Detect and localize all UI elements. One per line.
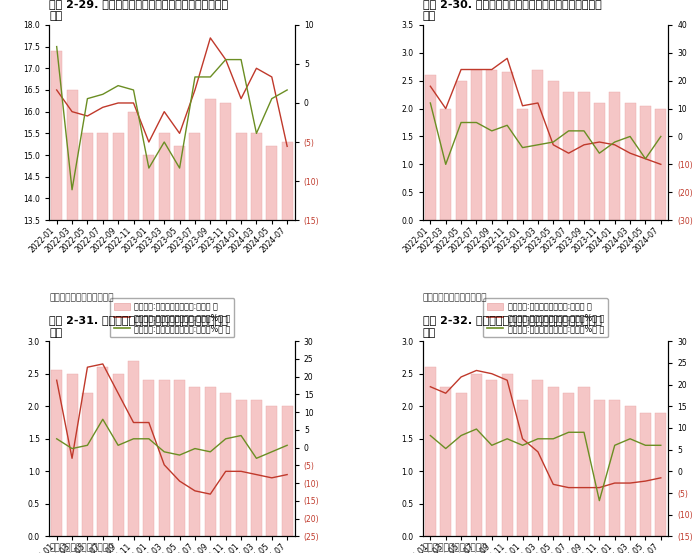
Bar <box>66 374 78 536</box>
Bar <box>128 361 139 536</box>
Bar <box>97 367 108 536</box>
Bar <box>517 108 528 220</box>
Bar <box>640 413 651 536</box>
Bar <box>235 400 246 536</box>
Bar <box>220 103 231 553</box>
Bar <box>251 400 262 536</box>
Bar <box>578 92 589 220</box>
Bar <box>471 374 482 536</box>
Bar <box>456 81 467 220</box>
Bar <box>144 380 155 536</box>
Bar <box>281 142 293 553</box>
Bar <box>144 155 155 553</box>
Bar <box>190 133 200 553</box>
Text: 资料来源：万得，中银证券: 资料来源：万得，中银证券 <box>423 543 487 552</box>
Bar <box>486 380 497 536</box>
Bar <box>235 133 246 553</box>
Bar <box>97 133 108 553</box>
Bar <box>159 133 170 553</box>
Bar <box>425 75 436 220</box>
Bar <box>624 406 636 536</box>
Bar <box>205 387 216 536</box>
Bar <box>251 133 262 553</box>
Bar <box>159 380 170 536</box>
Bar <box>425 367 436 536</box>
Bar <box>205 98 216 553</box>
Bar <box>456 393 467 536</box>
Bar <box>502 374 512 536</box>
Bar <box>82 393 93 536</box>
Bar <box>51 371 62 536</box>
Text: 资料来源：万得，中银证券: 资料来源：万得，中银证券 <box>423 293 487 302</box>
Bar <box>113 133 124 553</box>
Bar <box>82 133 93 553</box>
Bar <box>547 81 559 220</box>
Text: 资料来源：万得，中银证券: 资料来源：万得，中银证券 <box>49 543 113 552</box>
Bar <box>440 387 452 536</box>
Bar <box>471 70 482 220</box>
Text: 图表 2-29. 顺丰控股快递单票价格及同环比增速（元，
月）: 图表 2-29. 顺丰控股快递单票价格及同环比增速（元， 月） <box>49 0 228 22</box>
Bar <box>609 400 620 536</box>
Legend: 顺丰控股:快递产品单票收入:当月值 月, 顺丰控股:快递服务单票收入:同比（%） 月, 顺丰控股:快递服务单票收入:环比（%） 月: 顺丰控股:快递产品单票收入:当月值 月, 顺丰控股:快递服务单票收入:同比（%）… <box>110 298 234 337</box>
Bar <box>655 413 666 536</box>
Bar <box>502 72 512 220</box>
Bar <box>266 147 277 553</box>
Bar <box>563 92 574 220</box>
Text: 资料来源：万得，中银证券: 资料来源：万得，中银证券 <box>49 293 113 302</box>
Bar <box>640 106 651 220</box>
Bar <box>113 374 124 536</box>
Bar <box>128 112 139 553</box>
Bar <box>533 380 543 536</box>
Bar <box>174 147 185 553</box>
Bar <box>66 90 78 553</box>
Text: 图表 2-30. 韵达股份快递单票价格及同环比增速（元，
月）: 图表 2-30. 韵达股份快递单票价格及同环比增速（元， 月） <box>423 0 601 22</box>
Bar <box>486 70 497 220</box>
Bar <box>533 70 543 220</box>
Bar <box>578 387 589 536</box>
Text: 图表 2-31. 中通快递快递单票价格及同环比增速（元，
月）: 图表 2-31. 中通快递快递单票价格及同环比增速（元， 月） <box>49 315 228 338</box>
Bar <box>440 108 452 220</box>
Bar <box>266 406 277 536</box>
Bar <box>547 387 559 536</box>
Bar <box>51 51 62 553</box>
Bar <box>174 380 185 536</box>
Bar <box>517 400 528 536</box>
Bar <box>220 393 231 536</box>
Legend: 韵达股份:快递产品单票收入:当月值 月, 韵达股份:快递服务单票收入:同比（%） 月, 韵达股份:快递服务单票收入:环比（%） 月: 韵达股份:快递产品单票收入:当月值 月, 韵达股份:快递服务单票收入:同比（%）… <box>484 298 608 337</box>
Bar <box>563 393 574 536</box>
Bar <box>281 406 293 536</box>
Text: 图表 2-32. 圆通快递快递单票价格及同环比增速（元，
月）: 图表 2-32. 圆通快递快递单票价格及同环比增速（元， 月） <box>423 315 601 338</box>
Bar <box>190 387 200 536</box>
Bar <box>624 103 636 220</box>
Bar <box>594 103 605 220</box>
Bar <box>609 92 620 220</box>
Bar <box>594 400 605 536</box>
Bar <box>655 108 666 220</box>
